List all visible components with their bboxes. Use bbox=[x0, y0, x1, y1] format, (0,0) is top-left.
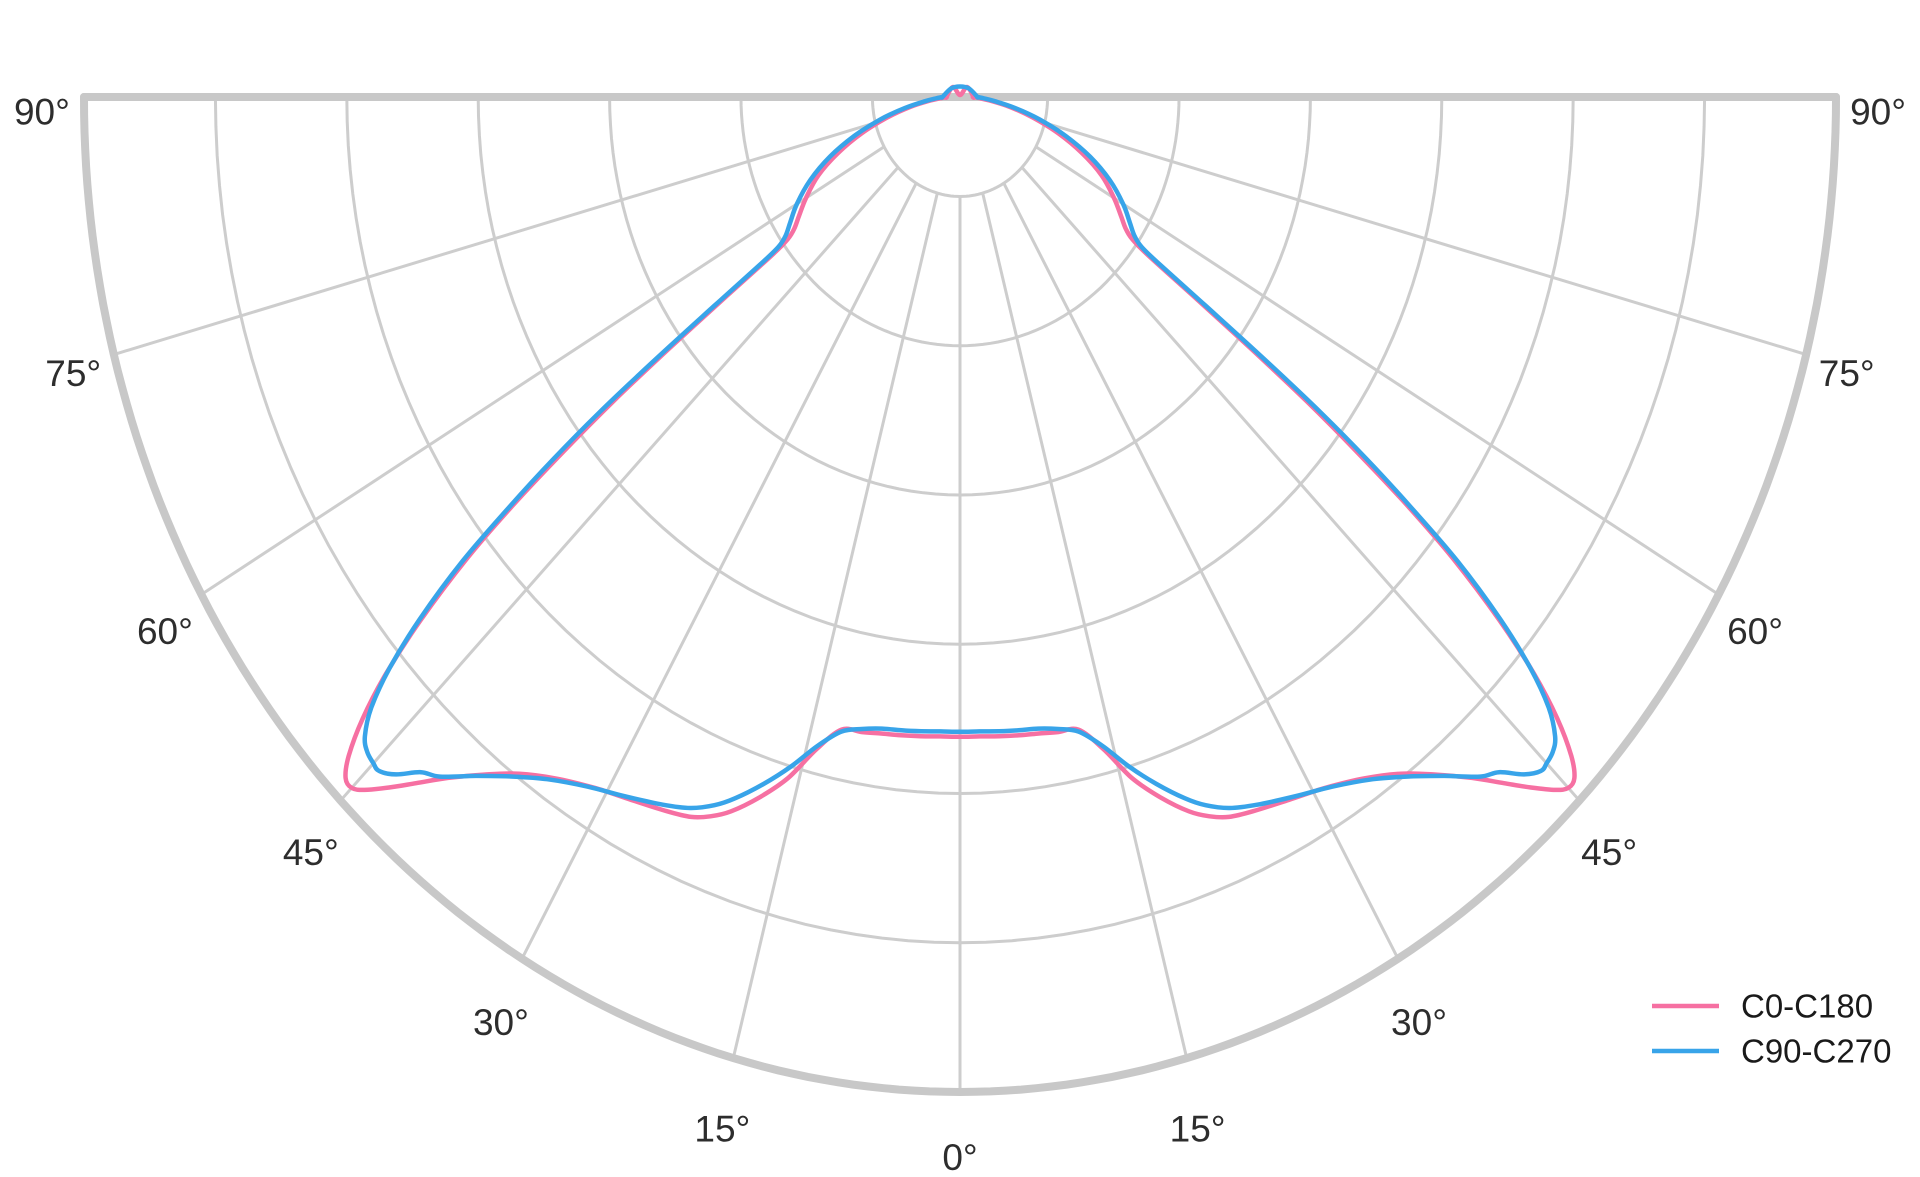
angle-tick-label-30-left: 30° bbox=[473, 1002, 529, 1043]
grid-radial-line bbox=[981, 192, 1189, 1059]
grid-radial-line bbox=[1044, 121, 1807, 356]
angle-tick-label-45-left: 45° bbox=[283, 832, 339, 873]
legend-label-c90-c270: C90-C270 bbox=[1741, 1033, 1891, 1070]
angle-tick-label-60-right: 60° bbox=[1727, 611, 1783, 652]
angle-tick-label-15-right: 15° bbox=[1170, 1109, 1226, 1150]
grid-radial-line bbox=[339, 166, 900, 802]
angle-tick-labels: 0° 15° 15° 30° 30° 45° 45° 60° 60° 75° 75° 90° 90° bbox=[14, 92, 1906, 1177]
angle-tick-label-60-left: 60° bbox=[137, 611, 193, 652]
angle-tick-label-15-left: 15° bbox=[694, 1109, 750, 1150]
grid-radial-line bbox=[113, 121, 876, 356]
angle-tick-label-90-right: 90° bbox=[1850, 92, 1906, 133]
grid-radial-line bbox=[1020, 166, 1581, 802]
curve-c90-c270 bbox=[362, 84, 1558, 811]
curves-layer bbox=[343, 84, 1577, 820]
legend-label-c0-c180: C0-C180 bbox=[1741, 988, 1873, 1025]
outer-boundary-arc bbox=[80, 93, 1840, 1097]
legend: C0-C180 C90-C270 bbox=[1652, 988, 1891, 1070]
angle-tick-label-30-right: 30° bbox=[1391, 1002, 1447, 1043]
angle-tick-label-0: 0° bbox=[942, 1137, 977, 1177]
grid-radial-line bbox=[200, 145, 885, 596]
polar-grid bbox=[80, 93, 1840, 1097]
angle-tick-label-75-right: 75° bbox=[1819, 353, 1875, 394]
grid-radial-line bbox=[1002, 182, 1400, 960]
angle-tick-label-75-left: 75° bbox=[45, 353, 101, 394]
angle-tick-label-90-left: 90° bbox=[14, 92, 70, 133]
grid-radial-line bbox=[731, 192, 939, 1059]
grid-radial-line bbox=[1035, 145, 1720, 596]
angle-tick-label-45-right: 45° bbox=[1581, 832, 1637, 873]
grid-radial-line bbox=[520, 182, 918, 960]
